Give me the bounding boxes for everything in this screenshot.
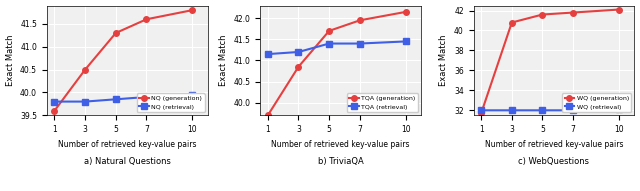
- WQ (generation): [570, 11, 577, 14]
- X-axis label: Number of retrieved key-value pairs: Number of retrieved key-value pairs: [271, 140, 410, 149]
- Line: TQA (generation): TQA (generation): [265, 9, 408, 118]
- WQ (retrieval): [508, 109, 516, 112]
- NQ (retrieval): [112, 98, 120, 100]
- TQA (retrieval): [402, 40, 410, 43]
- WQ (generation): [615, 8, 623, 11]
- NQ (retrieval): [189, 94, 196, 96]
- NQ (retrieval): [143, 96, 150, 98]
- WQ (retrieval): [570, 109, 577, 112]
- TQA (retrieval): [264, 53, 271, 55]
- Title: a) Natural Questions: a) Natural Questions: [84, 157, 171, 166]
- Legend: TQA (generation), TQA (retrieval): TQA (generation), TQA (retrieval): [347, 93, 418, 112]
- Title: b) TriviaQA: b) TriviaQA: [318, 157, 364, 166]
- Y-axis label: Exact Match: Exact Match: [6, 35, 15, 86]
- TQA (retrieval): [294, 51, 302, 53]
- WQ (generation): [539, 13, 547, 16]
- WQ (generation): [477, 112, 485, 114]
- Line: TQA (retrieval): TQA (retrieval): [265, 39, 408, 57]
- WQ (retrieval): [539, 109, 547, 112]
- Line: WQ (generation): WQ (generation): [478, 7, 622, 116]
- TQA (generation): [325, 30, 333, 32]
- TQA (retrieval): [356, 42, 364, 45]
- Title: c) WebQuestions: c) WebQuestions: [518, 157, 589, 166]
- NQ (generation): [51, 110, 58, 112]
- NQ (retrieval): [81, 100, 89, 103]
- WQ (generation): [508, 21, 516, 24]
- NQ (generation): [81, 68, 89, 71]
- Line: WQ (retrieval): WQ (retrieval): [478, 107, 622, 113]
- Y-axis label: Exact Match: Exact Match: [219, 35, 228, 86]
- Line: NQ (retrieval): NQ (retrieval): [52, 92, 195, 104]
- Legend: NQ (generation), NQ (retrieval): NQ (generation), NQ (retrieval): [137, 93, 205, 112]
- WQ (retrieval): [477, 109, 485, 112]
- WQ (retrieval): [615, 108, 623, 110]
- TQA (retrieval): [325, 42, 333, 45]
- TQA (generation): [356, 19, 364, 21]
- NQ (generation): [143, 18, 150, 20]
- TQA (generation): [264, 114, 271, 117]
- X-axis label: Number of retrieved key-value pairs: Number of retrieved key-value pairs: [58, 140, 196, 149]
- TQA (generation): [402, 11, 410, 13]
- Legend: WQ (generation), WQ (retrieval): WQ (generation), WQ (retrieval): [562, 93, 631, 112]
- NQ (generation): [189, 9, 196, 11]
- NQ (generation): [112, 32, 120, 34]
- Line: NQ (generation): NQ (generation): [52, 7, 195, 113]
- X-axis label: Number of retrieved key-value pairs: Number of retrieved key-value pairs: [484, 140, 623, 149]
- TQA (generation): [294, 66, 302, 68]
- NQ (retrieval): [51, 100, 58, 103]
- Y-axis label: Exact Match: Exact Match: [440, 35, 449, 86]
